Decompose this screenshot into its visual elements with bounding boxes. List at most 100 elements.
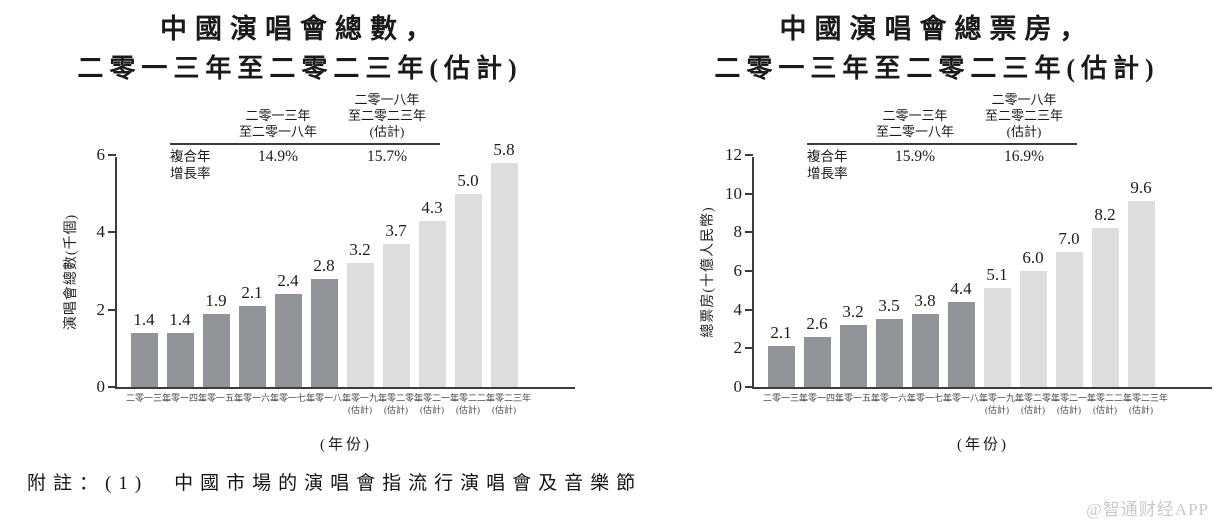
bar-slot: 6.0 — [1015, 248, 1051, 387]
cagr-period2-value: 16.9% — [1003, 148, 1045, 165]
bar: 7.0 — [1055, 229, 1083, 387]
bar-slot: 2.1 — [234, 283, 270, 387]
bar: 1.4 — [130, 310, 158, 387]
bar: 8.2 — [1091, 205, 1119, 387]
bar: 3.2 — [346, 240, 374, 387]
x-axis-label: 二零一七年 — [270, 393, 316, 403]
bar-slot: 7.0 — [1051, 229, 1087, 387]
cagr-value-row: 複合年 增長率 14.9% 15.7% — [170, 148, 440, 182]
bar-slot: 2.4 — [270, 271, 306, 387]
bar-slot: 4.3 — [414, 198, 450, 387]
x-axis-label: 二零二零年 (估計) — [1015, 393, 1061, 415]
y-axis-tick — [745, 231, 753, 234]
cagr-period2-header: 二零一八年 至二零二三年 (估計) — [334, 92, 440, 140]
cagr-row-label: 複合年 增長率 — [807, 148, 859, 182]
cagr-divider-line — [170, 143, 440, 145]
bar-value-label: 2.1 — [241, 282, 263, 302]
bar-slot: 2.6 — [799, 314, 835, 387]
chart-title: 中國演唱會總數， 二零一三年至二零二三年(估計) — [45, 10, 555, 90]
bar: 3.2 — [839, 302, 867, 387]
chart-title-line1: 中國演唱會總數， — [160, 14, 440, 44]
bar-slot: 2.1 — [763, 323, 799, 387]
x-axis-label: 二零一八年 — [943, 393, 989, 403]
x-axis-title: (年份) — [320, 437, 372, 453]
x-axis-label: 二零一六年 — [234, 393, 280, 403]
x-axis-label: 二零一六年 — [871, 393, 917, 403]
x-axis-label: 二零二一年 (估計) — [1051, 393, 1097, 415]
cagr-divider-line — [807, 143, 1077, 145]
bar-value-label: 3.8 — [914, 290, 936, 310]
bar-slot: 1.9 — [198, 291, 234, 387]
x-axis-label: 二零一四年 — [799, 393, 845, 403]
bar-value-label: 9.6 — [1130, 178, 1152, 198]
bar-slot: 5.0 — [450, 171, 486, 387]
y-axis-tick — [745, 386, 753, 388]
x-axis-labels: 二零一三年 二零一四年 二零一五年 二零一六年 二零一七年 二零一八年 二零一九年 (估計) 二… — [126, 392, 531, 416]
bars-container: 1.4 1.4 1.9 2.1 2.4 2.8 3.2 3.7 4.3 5.0 5.8 — [117, 140, 522, 387]
bar-value-label: 1.4 — [133, 309, 155, 329]
cagr-header-row: 二零一三年 至二零一八年 二零一八年 至二零二三年 (估計) — [170, 92, 440, 140]
bar-value-label: 4.3 — [421, 197, 443, 217]
bar-slot: 3.2 — [835, 302, 871, 387]
bar-value-label: 2.1 — [770, 323, 792, 343]
chart-area: 二零一三年 至二零一八年 二零一八年 至二零二三年 (估計) 複合年 增長率 — [682, 92, 1219, 460]
bar-value-label: 3.2 — [349, 240, 371, 260]
bar: 5.8 — [490, 140, 518, 387]
x-axis-label: 二零一三年 — [763, 393, 809, 403]
bar: 3.5 — [875, 296, 903, 387]
plot-area: 1.4 1.4 1.9 2.1 2.4 2.8 3.2 3.7 4.3 5.0 5.8 二零一三年二… — [97, 140, 575, 453]
x-axis-label: 二零二二年 (估計) — [1087, 393, 1133, 415]
bar: 4.4 — [947, 279, 975, 387]
cagr-row-label-line1: 複合年 — [170, 149, 211, 164]
cagr-period2-line2: 至二零二三年 — [347, 108, 426, 123]
bar-slot: 5.1 — [979, 265, 1015, 387]
bar-value-label: 3.2 — [842, 302, 864, 322]
cagr-period1-line2: 至二零一八年 — [238, 124, 317, 139]
bar-slot: 4.4 — [943, 279, 979, 387]
bar-value-label: 3.7 — [385, 220, 407, 240]
bar-value-label: 6.0 — [1022, 248, 1044, 267]
cagr-period2-value: 15.7% — [366, 148, 408, 165]
cagr-table: 二零一三年 至二零一八年 二零一八年 至二零二三年 (估計) 複合年 增長率 — [170, 92, 440, 182]
y-axis-tick-label: 0 — [96, 377, 106, 396]
cagr-value-row: 複合年 增長率 15.9% 16.9% — [807, 148, 1077, 182]
cagr-row-label: 複合年 增長率 — [170, 148, 222, 182]
bar-value-label: 4.4 — [950, 278, 972, 298]
bar-value-label: 7.0 — [1058, 228, 1080, 248]
bar: 1.9 — [202, 291, 230, 387]
cagr-period1-line1: 二零一三年 — [245, 108, 311, 123]
y-axis-tick-label: 0 — [733, 377, 743, 396]
x-axis-labels: 二零一三年 二零一四年 二零一五年 二零一六年 二零一七年 二零一八年 二零一九年 (估計) 二… — [763, 392, 1169, 416]
cagr-period2-line3: (估計) — [1006, 124, 1042, 139]
bar-slot: 5.8 — [486, 140, 522, 387]
x-axis-label: 二零二零年 (估計) — [378, 393, 424, 415]
cagr-period1-line1: 二零一三年 — [882, 108, 948, 123]
bar: 6.0 — [1019, 248, 1047, 387]
bar-value-label: 1.4 — [169, 309, 191, 329]
x-axis-label: 二零一九年 (估計) — [342, 393, 388, 415]
chart-title-line2: 二零一三年至二零二三年(估計) — [77, 54, 523, 83]
x-axis-label: 二零一五年 — [198, 393, 244, 403]
bar: 2.1 — [238, 283, 266, 387]
x-axis-label: 二零一四年 — [162, 393, 208, 403]
y-axis-tick-label: 4 — [96, 222, 106, 242]
cagr-period2-line1: 二零一八年 — [991, 92, 1057, 107]
y-axis-tick — [745, 347, 753, 350]
bar-slot: 2.8 — [306, 256, 342, 387]
bar: 2.4 — [274, 271, 302, 387]
cagr-row-label-line1: 複合年 — [807, 149, 848, 164]
y-axis-tick-label: 6 — [733, 261, 743, 280]
x-axis-label: 二零二三年 (估計) — [1123, 393, 1169, 415]
cagr-period2-line3: (估計) — [369, 124, 405, 139]
bar: 5.0 — [454, 171, 482, 387]
bar-value-label: 5.1 — [986, 265, 1008, 285]
cagr-period1-value: 15.9% — [894, 148, 936, 165]
y-axis-tick — [745, 154, 753, 156]
bar-slot: 1.4 — [126, 310, 162, 387]
bar-value-label: 2.6 — [806, 313, 828, 333]
bar: 3.7 — [382, 221, 410, 387]
x-axis-label: 二零一三年 — [126, 393, 172, 403]
bar-slot: 3.5 — [871, 296, 907, 387]
bar-slot: 1.4 — [162, 310, 198, 387]
footnote: 附註：(1) 中國市場的演唱會指流行演唱會及音樂節 — [27, 473, 643, 494]
